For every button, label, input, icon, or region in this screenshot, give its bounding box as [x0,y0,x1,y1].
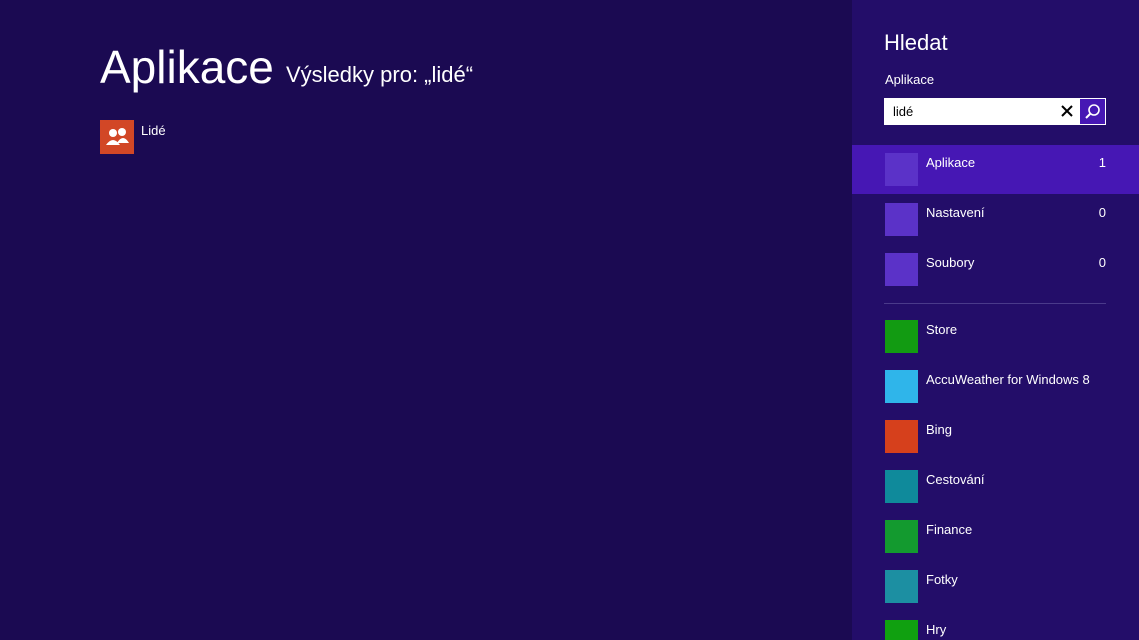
people-icon[interactable] [100,120,134,154]
app-label[interactable]: Fotky [926,572,958,587]
search-panel: Hledat Aplikace lidé Aplikace 1 Nastavení 0… [852,0,1139,640]
app-icon[interactable] [885,420,918,453]
app-icon[interactable] [885,470,918,503]
app-icon[interactable] [885,370,918,403]
app-label[interactable]: Finance [926,522,973,537]
app-icon[interactable] [885,320,918,353]
app-label[interactable]: Store [926,322,958,337]
app-label[interactable]: Hry [926,622,947,637]
category-label[interactable]: Aplikace [926,155,976,170]
search-query[interactable]: lidé [893,104,914,119]
search-scope[interactable]: Aplikace [885,72,935,87]
app-icon[interactable] [885,570,918,603]
separator [884,303,1106,304]
page-title: Aplikace [100,41,274,93]
category-count: 0 [1098,255,1106,270]
app-icon[interactable] [885,620,918,640]
app-label[interactable]: AccuWeather for Windows 8 [926,372,1090,387]
category-count: 1 [1098,155,1106,170]
category-icon[interactable] [885,153,918,186]
search-box[interactable]: lidé [884,98,1106,125]
category-label[interactable]: Nastavení [926,205,985,220]
app-label[interactable]: Bing [926,422,953,437]
category-icon[interactable] [885,203,918,236]
app-label[interactable]: Cestování [926,472,985,487]
category-count: 0 [1098,205,1106,220]
app-icon[interactable] [885,520,918,553]
category-icon[interactable] [885,253,918,286]
page-subtitle: Výsledky pro: „lidé“ [286,62,474,87]
result-label[interactable]: Lidé [141,123,166,138]
panel-title: Hledat [884,30,948,55]
people-glyph [106,128,129,145]
search-buttons [1061,99,1105,124]
category-label[interactable]: Soubory [926,255,975,270]
